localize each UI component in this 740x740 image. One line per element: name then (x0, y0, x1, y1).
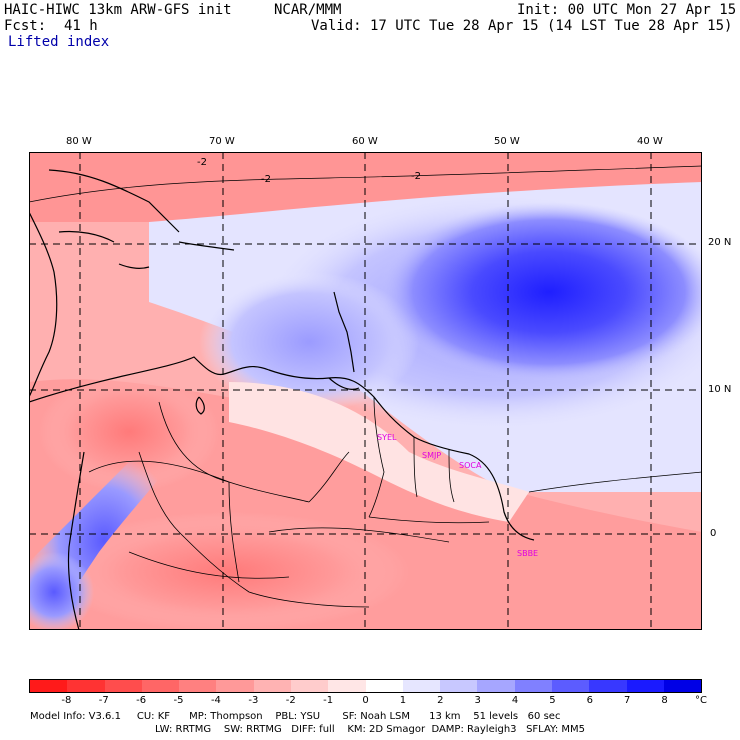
contour-label: -2 (411, 171, 421, 182)
colorbar-bin (365, 680, 403, 692)
colorbar-tick-label: -7 (98, 695, 109, 706)
colorbar (29, 679, 702, 693)
colorbar-bin (216, 680, 254, 692)
model-title: HAIC-HIWC 13km ARW-GFS init (4, 2, 232, 18)
pacific-stable-area (29, 552, 94, 630)
lat-label: 10 N (708, 384, 732, 395)
colorbar-bin (253, 680, 291, 692)
colorbar-bin (67, 680, 105, 692)
colorbar-tick-label: 6 (586, 695, 594, 706)
colorbar-unit: °C (695, 695, 707, 706)
model-info-line1: Model Info: V3.6.1 CU: KF MP: Thompson P… (30, 711, 561, 722)
colorbar-tick-label: -4 (210, 695, 221, 706)
colorbar-tick-label: 8 (661, 695, 668, 706)
colorbar-tick-label: -6 (136, 695, 147, 706)
colorbar-tick-label: -3 (248, 695, 259, 706)
colorbar-bin (328, 680, 366, 692)
colorbar-tick-label: 7 (624, 695, 631, 706)
init-time: Init: 00 UTC Mon 27 Apr 15 (517, 2, 737, 18)
colorbar-tick-label: 0 (362, 695, 369, 706)
colorbar-bin (290, 680, 329, 692)
station-label: SMJP (422, 451, 441, 460)
colorbar-bin (663, 680, 702, 692)
lon-label: 80 W (66, 136, 92, 147)
neutral-band (229, 382, 529, 522)
map-frame (29, 152, 702, 630)
li-contours (29, 165, 702, 579)
forecast-hours: 41 h (64, 18, 98, 34)
org-label: NCAR/MMM (274, 2, 342, 18)
lon-label: 40 W (637, 136, 663, 147)
colorbar-tick-label: -5 (173, 695, 184, 706)
colorbar-tick-label: 1 (399, 695, 407, 706)
strong-stable-core (379, 202, 702, 382)
colorbar-tick-label: 2 (437, 695, 444, 706)
colorbar-bin (440, 680, 478, 692)
colorbar-bin (402, 680, 441, 692)
coastlines (29, 169, 535, 630)
stable-region (199, 272, 419, 412)
valid-time: Valid: 17 UTC Tue 28 Apr 15 (14 LST Tue … (311, 18, 733, 34)
unstable-pocket (49, 512, 409, 630)
lifted-index-map: -2 -2 -2 SYEL SMJP SOCA SBBE (29, 152, 702, 630)
colorbar-bin (514, 680, 552, 692)
model-info-line2: LW: RRTMG SW: RRTMG DIFF: full KM: 2D Sm… (155, 724, 585, 735)
lon-label: 50 W (494, 136, 520, 147)
field-name: Lifted index (8, 34, 110, 50)
contour-label: -2 (197, 157, 207, 168)
colorbar-bin (104, 680, 142, 692)
lat-label: 0 (710, 528, 717, 539)
colorbar-bin (551, 680, 590, 692)
forecast-label: Fcst: (4, 18, 47, 34)
lon-label: 70 W (209, 136, 235, 147)
colorbar-tick-label: -2 (285, 695, 296, 706)
contour-label: -2 (261, 174, 271, 185)
colorbar-tick-label: 3 (474, 695, 481, 706)
lon-label: 60 W (352, 136, 378, 147)
graticule (29, 152, 702, 630)
station-label: SBBE (517, 549, 538, 558)
colorbar-tick-label: -8 (61, 695, 72, 706)
colorbar-bin (30, 680, 68, 692)
colorbar-bin (626, 680, 664, 692)
colorbar-bin (179, 680, 217, 692)
colorbar-bin (141, 680, 180, 692)
colorbar-tick-label: 5 (549, 695, 556, 706)
colorbar-tick-label: 4 (511, 695, 519, 706)
unstable-pocket (39, 372, 219, 492)
colorbar-bin (477, 680, 515, 692)
station-label: SOCA (459, 461, 482, 470)
station-label: SYEL (377, 433, 397, 442)
colorbar-tick-label: -1 (323, 695, 334, 706)
lat-label: 20 N (708, 237, 732, 248)
colorbar-bin (589, 680, 627, 692)
